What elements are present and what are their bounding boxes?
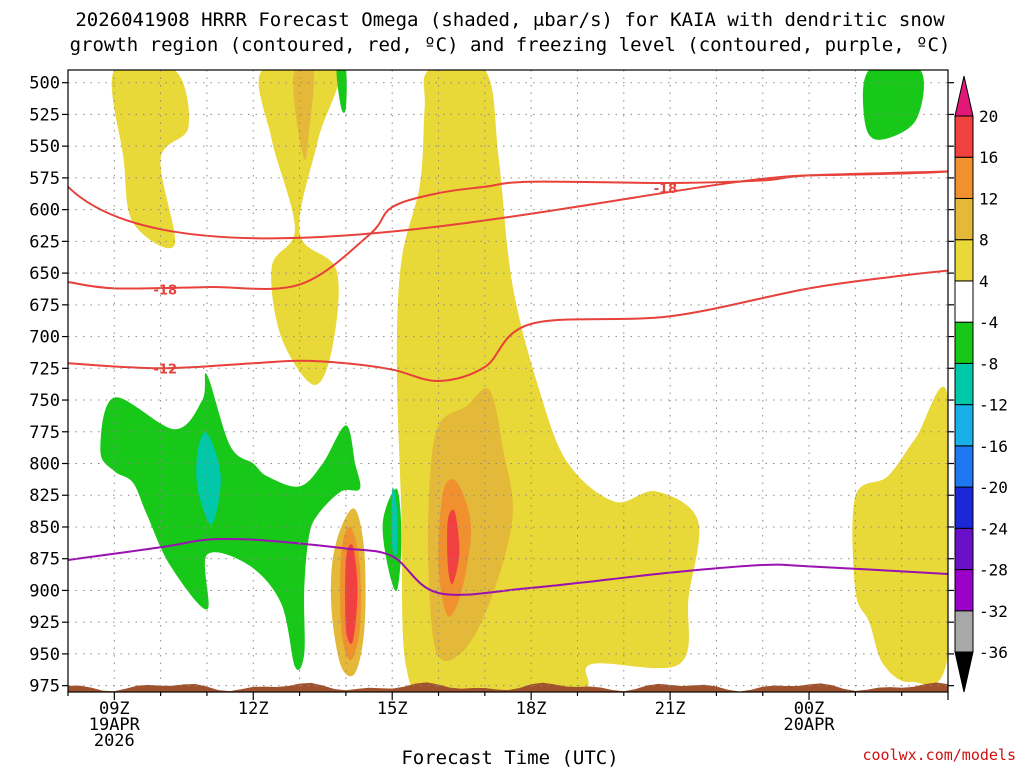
y-tick-label: 600 <box>29 201 60 221</box>
y-tick-label: 750 <box>29 391 60 411</box>
x-tick-label: 00Z <box>794 699 825 719</box>
omega-region-0 <box>111 70 189 249</box>
colorbar-box <box>954 445 974 488</box>
colorbar-box <box>954 486 974 529</box>
colorbar-box <box>954 362 974 406</box>
colorbar-box <box>954 527 974 571</box>
contour-label: -18 <box>154 284 178 299</box>
x-tick-label: 19APR <box>89 715 141 735</box>
colorbar-tick-label: -8 <box>979 354 998 373</box>
colorbar-tick-label: 12 <box>979 189 998 208</box>
colorbar-tick-label: -24 <box>979 519 1008 538</box>
y-tick-label: 550 <box>29 137 60 157</box>
colorbar-tick-label: 4 <box>979 272 989 291</box>
omega-region-14 <box>862 70 924 140</box>
y-tick-label: 525 <box>29 105 60 125</box>
y-tick-label: 575 <box>29 169 60 189</box>
colorbar-extend-low <box>954 651 974 693</box>
colorbar-tick-label: 20 <box>979 107 998 126</box>
chart-title-line1: 2026041908 HRRR Forecast Omega (shaded, … <box>75 9 945 31</box>
colorbar-box <box>954 404 974 447</box>
plot-frame <box>67 69 949 693</box>
colorbar-box <box>954 239 974 282</box>
colorbar-tick-label: -12 <box>979 396 1008 415</box>
colorbar-box <box>954 610 974 653</box>
colorbar-box <box>954 156 974 199</box>
colorbar-box <box>954 115 974 158</box>
y-tick-label: 650 <box>29 264 60 284</box>
y-tick-label: 625 <box>29 232 60 252</box>
contour-label: -18 <box>654 182 678 197</box>
omega-region-16 <box>391 487 398 556</box>
grid <box>68 70 948 692</box>
colorbar-box <box>954 569 974 612</box>
omega-region-1 <box>258 70 339 385</box>
y-tick-label: 700 <box>29 328 60 348</box>
x-tick-label: 20APR <box>783 715 835 735</box>
terrain-band <box>68 682 948 692</box>
credit-link[interactable]: coolwx.com/models <box>862 746 1016 764</box>
colorbar: -36 -32 -28 -24 -20 -16 -12 -8 -4 4 8 12 16 20 <box>954 75 1008 693</box>
y-tick-label: 875 <box>29 550 60 570</box>
y-tick-label: 825 <box>29 486 60 506</box>
x-tick-label: 15Z <box>377 699 408 719</box>
y-tick-label: 850 <box>29 518 60 538</box>
colorbar-tick-label: -32 <box>979 602 1008 621</box>
x-tick-label: 21Z <box>655 699 686 719</box>
colorbar-tick-label: -28 <box>979 561 1008 580</box>
y-tick-label: 800 <box>29 455 60 475</box>
omega-shading <box>68 70 948 692</box>
y-tick-label: 500 <box>29 74 60 94</box>
y-tick-label: 925 <box>29 613 60 633</box>
y-tick-label: 725 <box>29 359 60 379</box>
omega-region-4 <box>293 70 315 160</box>
colorbar-extend-high <box>954 75 974 117</box>
y-tick-label: 975 <box>29 677 60 697</box>
omega-region-11 <box>100 373 361 671</box>
y-tick-label: 900 <box>29 581 60 601</box>
colorbar-tick-label: -4 <box>979 313 998 332</box>
colorbar-tick-label: 8 <box>979 231 989 250</box>
colorbar-tick-label: 16 <box>979 148 998 167</box>
colorbar-tick-label: -36 <box>979 643 1008 662</box>
contour-line-1 <box>68 170 948 290</box>
plot-area: -18 -18 -12 500 525 550 575 600 625 650 675 700 725 7… <box>29 69 954 751</box>
x-tick-label: 2026 <box>94 731 135 751</box>
omega-region-3 <box>852 386 948 686</box>
y-tick-label: 675 <box>29 296 60 316</box>
colorbar-box <box>954 280 974 323</box>
colorbar-box <box>954 197 974 241</box>
x-axis-label: Forecast Time (UTC) <box>401 747 618 768</box>
omega-region-13 <box>336 70 347 113</box>
y-tick-label: 950 <box>29 645 60 665</box>
contour-label: -12 <box>154 362 178 377</box>
colorbar-tick-label: -20 <box>979 478 1008 497</box>
y-tick-label: 775 <box>29 423 60 443</box>
chart-title-line2: growth region (contoured, red, ºC) and f… <box>70 34 951 56</box>
omega-region-9 <box>345 544 358 644</box>
colorbar-tick-label: -16 <box>979 437 1008 456</box>
x-tick-label: 12Z <box>238 699 269 719</box>
contour-line-3 <box>68 537 948 596</box>
omega-region-15 <box>196 432 221 525</box>
x-tick-label: 09Z <box>99 699 130 719</box>
omega-region-10 <box>447 509 460 585</box>
x-tick-label: 18Z <box>516 699 547 719</box>
colorbar-box <box>954 321 974 364</box>
